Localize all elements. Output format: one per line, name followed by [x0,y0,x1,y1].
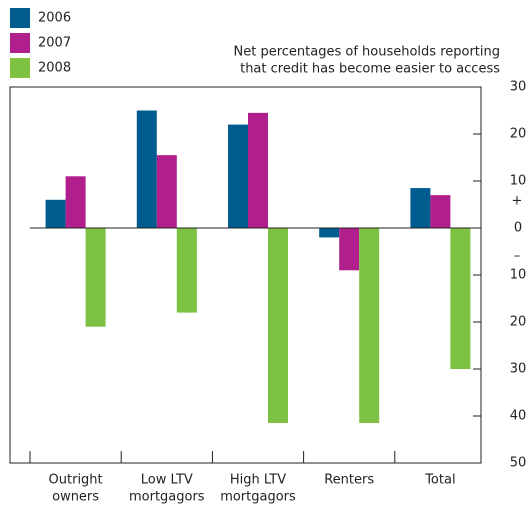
bar [268,228,288,424]
y-tick-label: 10 [510,174,527,189]
legend-swatch [10,8,30,28]
bar [410,188,431,228]
bar [156,155,177,228]
y-tick-label: 20 [510,315,527,330]
bar [65,176,86,228]
x-tick-label: High LTV [230,473,286,488]
bar [85,228,106,327]
sign-label: + [512,194,523,209]
y-tick-label: 40 [510,409,527,424]
bar [359,228,380,424]
sign-label: – [514,249,521,264]
y-tick-label: 30 [510,362,527,377]
legend-label: 2006 [38,11,71,26]
bar [248,112,268,228]
y-tick-label: 30 [510,80,527,95]
legend-label: 2008 [38,61,71,76]
bar [45,199,66,228]
x-tick-label: Low LTV [141,473,193,488]
bar [430,195,451,228]
subtitle: that credit has become easier to access [240,62,500,77]
x-tick-label: Outright [49,473,103,488]
legend-label: 2007 [38,36,71,51]
bar [136,110,157,228]
y-tick-label: 50 [510,456,527,471]
bar [176,228,197,313]
x-tick-label: mortgagors [129,490,205,505]
bar [319,228,340,238]
bar [228,124,248,228]
x-tick-label: owners [52,490,99,505]
subtitle: Net percentages of households reporting [234,45,501,60]
legend-swatch [10,33,30,53]
y-tick-label: 20 [510,127,527,142]
x-tick-label: mortgagors [220,490,296,505]
y-tick-label: 10 [510,268,527,283]
x-tick-label: Total [424,473,455,488]
bar [450,228,471,369]
x-tick-label: Renters [324,473,374,488]
y-tick-label: 0 [514,221,522,236]
bar [339,228,360,271]
legend-swatch [10,58,30,78]
